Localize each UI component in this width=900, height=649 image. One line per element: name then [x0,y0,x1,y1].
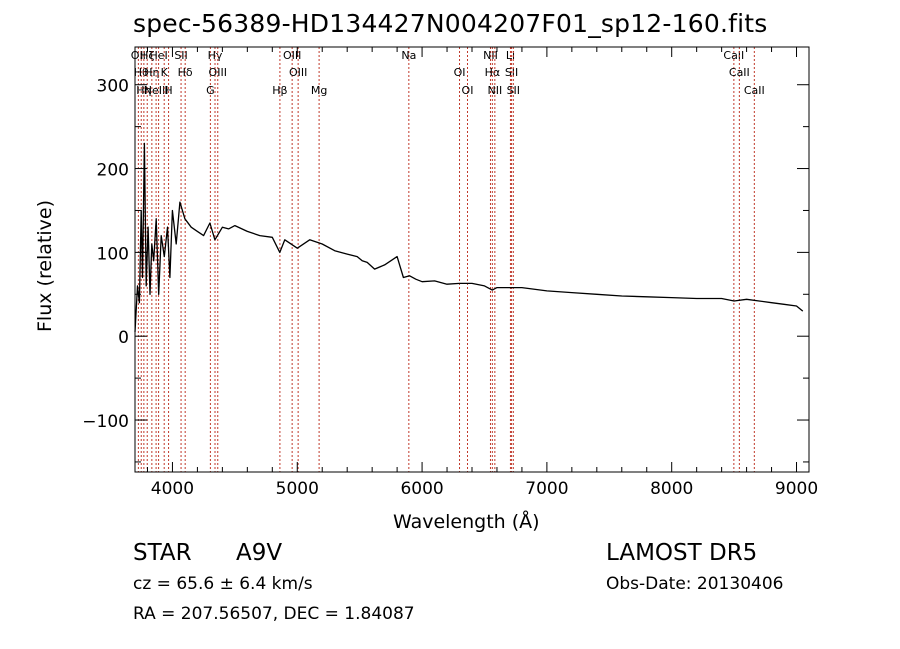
y-tick-label: 300 [97,77,129,97]
line-marker-label: Na [401,49,416,62]
spectrum-series [134,142,804,333]
line-marker-label: CaII [723,49,744,62]
line-marker-label: Li [506,49,515,62]
survey-name: LAMOST DR5 [606,540,758,566]
line-marker-label: NII [487,84,502,97]
redshift-text: cz = 65.6 ± 6.4 km/s [133,574,313,594]
y-tick-label: 200 [97,161,129,181]
line-marker-label: Hθ [134,66,149,79]
line-marker-label: Hδ [178,66,193,79]
y-tick-label: −100 [82,412,129,432]
x-tick-label: 6000 [400,479,443,499]
y-tick-label: 0 [118,328,129,348]
x-tick-label: 8000 [650,479,693,499]
line-marker-label: Hα [485,66,501,79]
line-marker-label: OI [454,66,466,79]
chart-title: spec-56389-HD134427N004207F01_sp12-160.f… [133,9,768,38]
ra-dec-text: RA = 207.56507, DEC = 1.84087 [133,604,415,624]
line-marker-label: CaII [744,84,765,97]
object-class: STAR [133,540,192,566]
x-tick-label: 7000 [525,479,568,499]
subclass: A9V [236,540,283,566]
line-marker-label: NII [483,49,498,62]
line-marker-label: Mg [311,84,327,97]
line-marker-label: SII [507,84,520,97]
line-marker-label: K [161,66,169,79]
x-tick-label: 9000 [775,479,818,499]
line-marker-label: Hη [144,66,159,79]
line-marker-label: G [206,84,215,97]
line-marker-label: NeIII [144,84,169,97]
line-marker-label: HeI [149,49,167,62]
line-marker-label: Hβ [272,84,287,97]
line-marker-label: SII [505,66,518,79]
y-tick-label: 100 [97,244,129,264]
line-marker-label: H [164,84,172,97]
line-marker-label: OIII [283,49,301,62]
line-markers: OIIHθHηHζHηNeIIIHeIKHSIIHδGHγOIIIHβOIIIO… [131,47,765,472]
axes: 4000 5000 6000 7000 8000 9000 −100 0 100 200 300 [82,47,818,499]
plot-frame [134,46,810,473]
line-marker-label: Hζ [140,49,154,62]
line-marker-label: OIII [289,66,307,79]
x-axis-label: Wavelength (Å) [393,511,540,533]
x-tick-label: 4000 [151,479,194,499]
spectrum-line [134,142,804,333]
y-axis-label: Flux (relative) [34,199,56,332]
x-tick-label: 5000 [276,479,319,499]
line-marker-label: CaII [729,66,750,79]
line-marker-label: OI [462,84,474,97]
line-marker-label: Hγ [208,49,223,62]
line-marker-label: SII [174,49,187,62]
line-marker-label: OIII [209,66,227,79]
obs-date: Obs-Date: 20130406 [606,574,784,594]
